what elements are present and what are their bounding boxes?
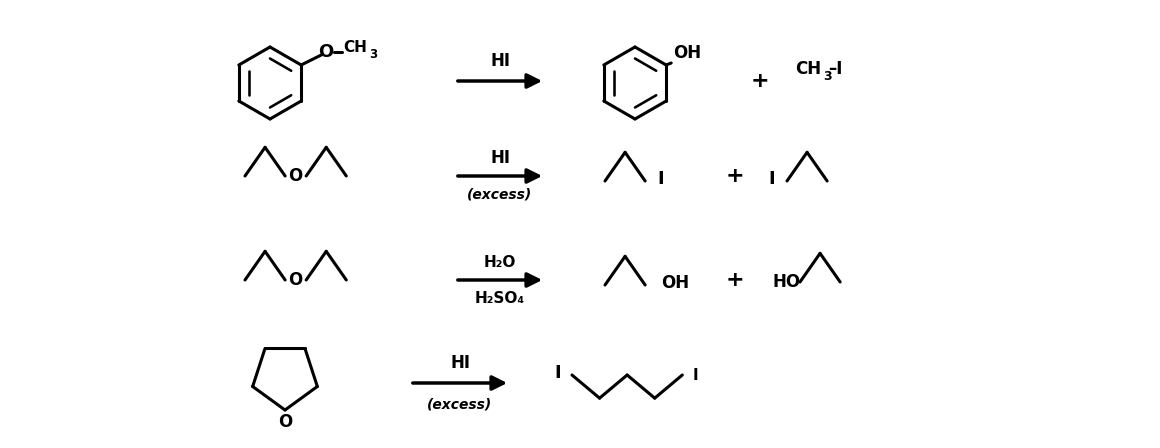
Text: +: + <box>751 71 769 91</box>
Text: H₂O: H₂O <box>484 254 516 270</box>
Text: H₂SO₄: H₂SO₄ <box>474 290 525 306</box>
Text: O: O <box>319 43 334 61</box>
Text: HI: HI <box>490 149 510 167</box>
Text: I: I <box>693 367 698 383</box>
Text: I: I <box>554 364 561 382</box>
Text: O: O <box>278 413 292 431</box>
Text: 3: 3 <box>822 69 832 82</box>
Text: +: + <box>726 270 745 290</box>
Text: HI: HI <box>490 52 510 70</box>
Text: –I: –I <box>828 60 842 78</box>
Text: (excess): (excess) <box>427 397 493 411</box>
Text: (excess): (excess) <box>467 187 532 201</box>
Text: CH: CH <box>343 39 367 55</box>
Text: CH: CH <box>795 60 821 78</box>
Text: O: O <box>288 271 303 289</box>
Text: I: I <box>769 170 775 188</box>
Text: OH: OH <box>661 274 689 292</box>
Text: I: I <box>658 170 664 188</box>
Text: 3: 3 <box>369 47 377 60</box>
Text: OH: OH <box>673 44 702 62</box>
Text: +: + <box>726 166 745 186</box>
Text: HI: HI <box>450 354 470 372</box>
Text: O: O <box>288 167 303 185</box>
Text: HO: HO <box>773 273 800 291</box>
